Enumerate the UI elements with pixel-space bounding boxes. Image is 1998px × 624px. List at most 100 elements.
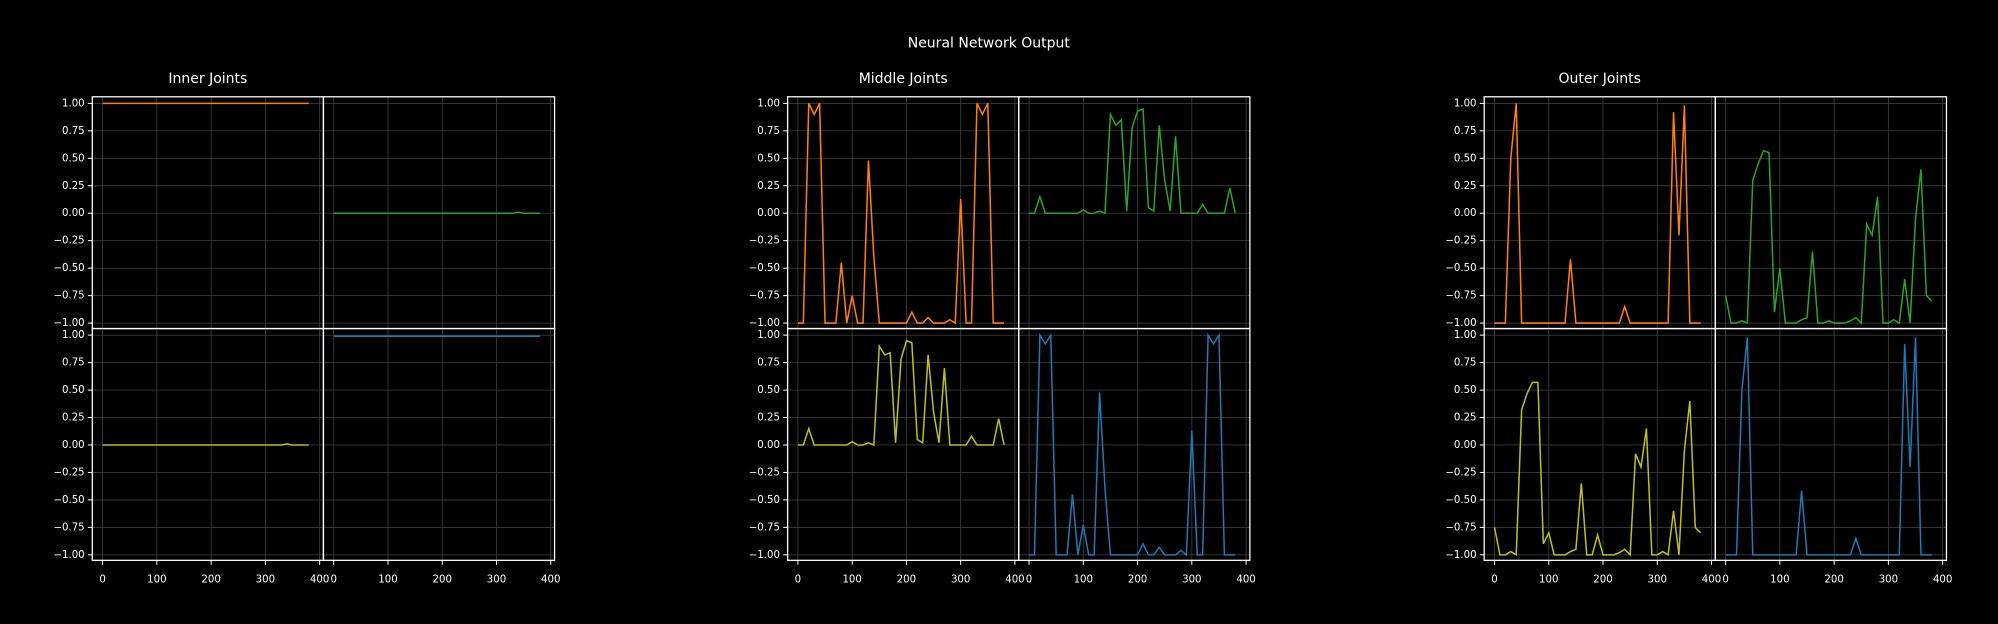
figure-title: Neural Network Output xyxy=(908,35,1071,51)
panel-title: Inner Joints xyxy=(168,71,247,87)
axes-frame xyxy=(1018,327,1251,561)
series-line xyxy=(1029,107,1236,215)
x-tick-label: 0 xyxy=(1491,574,1497,585)
axes-frame xyxy=(322,327,556,561)
y-tick-label: −0.25 xyxy=(1445,467,1476,478)
x-tick-label: 100 xyxy=(1539,574,1558,585)
y-tick-label: −0.50 xyxy=(749,495,780,506)
y-tick-label: 0.75 xyxy=(1454,126,1477,137)
y-tick-label: −0.50 xyxy=(1445,263,1476,274)
x-tick-label: 400 xyxy=(1236,574,1255,585)
x-tick-label: 400 xyxy=(310,574,329,585)
x-tick-label: 0 xyxy=(1026,574,1032,585)
x-tick-label: 0 xyxy=(99,574,105,585)
y-tick-label: −0.25 xyxy=(53,236,84,247)
y-tick-label: −0.75 xyxy=(1445,291,1476,302)
series-line xyxy=(1724,149,1933,325)
y-tick-label: 0.25 xyxy=(757,181,780,192)
y-tick-label: 0.00 xyxy=(62,440,85,451)
x-tick-label: 400 xyxy=(1005,574,1024,585)
y-tick-label: −0.50 xyxy=(749,263,780,274)
y-tick-label: 0.50 xyxy=(757,153,780,164)
y-tick-label: 0.50 xyxy=(1454,385,1477,396)
x-tick-label: 200 xyxy=(1128,574,1147,585)
y-tick-label: 0.75 xyxy=(62,358,85,369)
x-tick-label: 300 xyxy=(1182,574,1201,585)
y-tick-label: −0.75 xyxy=(53,291,84,302)
y-tick-label: 0.00 xyxy=(62,208,85,219)
axes-frame xyxy=(1714,327,1948,561)
x-tick-label: 300 xyxy=(951,574,970,585)
series-line xyxy=(102,443,309,446)
x-tick-label: 100 xyxy=(378,574,397,585)
y-tick-label: −0.75 xyxy=(53,522,84,533)
series-line xyxy=(797,103,1005,325)
x-tick-label: 300 xyxy=(1648,574,1667,585)
y-tick-label: −0.50 xyxy=(53,263,84,274)
y-tick-label: 0.00 xyxy=(757,440,780,451)
y-tick-label: 0.50 xyxy=(62,385,85,396)
y-tick-label: −1.00 xyxy=(749,550,780,561)
x-tick-label: 0 xyxy=(330,574,336,585)
x-tick-label: 300 xyxy=(256,574,275,585)
y-tick-label: −1.00 xyxy=(1445,550,1476,561)
y-tick-label: 1.00 xyxy=(62,98,85,109)
y-tick-label: −0.75 xyxy=(1445,522,1476,533)
x-tick-label: 0 xyxy=(1722,574,1728,585)
y-tick-label: −1.00 xyxy=(53,318,84,329)
series-line xyxy=(1725,337,1932,556)
x-tick-label: 100 xyxy=(1770,574,1789,585)
x-tick-label: 300 xyxy=(1879,574,1898,585)
x-tick-label: 400 xyxy=(541,574,560,585)
x-tick-label: 300 xyxy=(487,574,506,585)
x-tick-label: 400 xyxy=(1933,574,1952,585)
y-tick-label: 0.25 xyxy=(1454,413,1477,424)
y-tick-label: 1.00 xyxy=(757,330,780,341)
y-tick-label: 0.00 xyxy=(1454,208,1477,219)
y-tick-label: 0.00 xyxy=(1454,440,1477,451)
panel-title: Middle Joints xyxy=(859,71,948,87)
x-tick-label: 100 xyxy=(1074,574,1093,585)
series-line xyxy=(1494,103,1701,324)
y-tick-label: −0.50 xyxy=(1445,495,1476,506)
y-tick-label: −1.00 xyxy=(749,318,780,329)
y-tick-label: 0.00 xyxy=(757,208,780,219)
y-tick-label: 1.00 xyxy=(757,98,780,109)
y-tick-label: −0.25 xyxy=(749,236,780,247)
x-tick-label: 200 xyxy=(1824,574,1843,585)
panel-title: Outer Joints xyxy=(1559,71,1641,87)
y-tick-label: 0.25 xyxy=(62,181,85,192)
y-tick-label: −0.25 xyxy=(53,467,84,478)
x-tick-label: 100 xyxy=(842,574,861,585)
y-tick-label: 0.75 xyxy=(757,358,780,369)
y-tick-label: 0.75 xyxy=(1454,358,1477,369)
y-tick-label: 0.75 xyxy=(62,126,85,137)
y-tick-label: 0.50 xyxy=(1454,153,1477,164)
x-tick-label: 200 xyxy=(433,574,452,585)
y-tick-label: 1.00 xyxy=(62,330,85,341)
x-tick-label: 200 xyxy=(201,574,220,585)
y-tick-label: 0.25 xyxy=(757,413,780,424)
series-line xyxy=(1029,332,1236,557)
y-tick-label: 0.75 xyxy=(757,126,780,137)
y-tick-label: 1.00 xyxy=(1454,98,1477,109)
y-tick-label: −0.25 xyxy=(749,467,780,478)
x-tick-label: 100 xyxy=(147,574,166,585)
y-tick-label: −0.25 xyxy=(1445,236,1476,247)
y-tick-label: −1.00 xyxy=(53,550,84,561)
y-tick-label: 0.25 xyxy=(62,413,85,424)
x-tick-label: 200 xyxy=(897,574,916,585)
y-tick-label: 0.50 xyxy=(62,153,85,164)
y-tick-label: −0.75 xyxy=(749,522,780,533)
x-tick-label: 200 xyxy=(1593,574,1612,585)
y-tick-label: −1.00 xyxy=(1445,318,1476,329)
series-line xyxy=(333,211,540,214)
y-tick-label: 0.25 xyxy=(1454,181,1477,192)
x-tick-label: 400 xyxy=(1702,574,1721,585)
y-tick-label: −0.75 xyxy=(749,291,780,302)
y-tick-label: 1.00 xyxy=(1454,330,1477,341)
series-line xyxy=(1493,381,1702,557)
y-tick-label: 0.50 xyxy=(757,385,780,396)
